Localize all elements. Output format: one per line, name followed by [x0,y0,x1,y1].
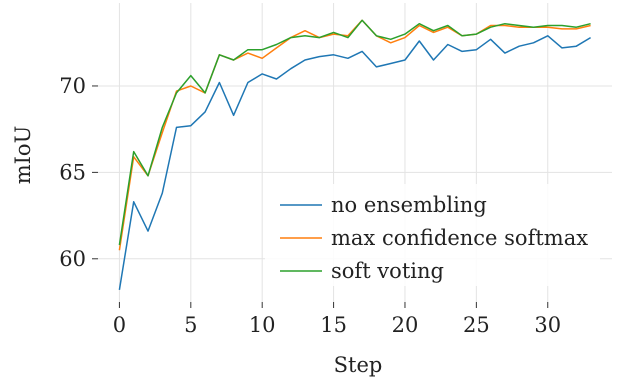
legend-label: max confidence softmax [331,226,588,250]
x-tick-label: 20 [392,313,419,337]
y-tick-label: 60 [59,247,86,271]
y-axis-ticks: 60 65 70 [59,74,98,271]
grid-lines [98,3,612,302]
x-tick-label: 25 [463,313,490,337]
x-tick-label: 10 [249,313,276,337]
y-tick-label: 65 [59,160,86,184]
series-line [118,19,591,246]
x-axis-ticks: 0 5 10 15 20 25 30 [113,302,561,337]
legend: no ensembling max confidence softmax soft … [265,184,600,286]
legend-label: no ensembling [331,193,487,217]
x-tick-label: 30 [534,313,561,337]
series-line [118,35,591,291]
y-tick-label: 70 [59,74,86,98]
x-tick-label: 0 [113,313,126,337]
series-lines [118,19,591,291]
x-tick-label: 15 [320,313,347,337]
y-axis-label: mIoU [11,126,35,185]
x-axis-label: Step [334,353,383,377]
legend-label: soft voting [331,259,444,283]
x-tick-label: 5 [184,313,197,337]
legend-box [265,184,600,286]
